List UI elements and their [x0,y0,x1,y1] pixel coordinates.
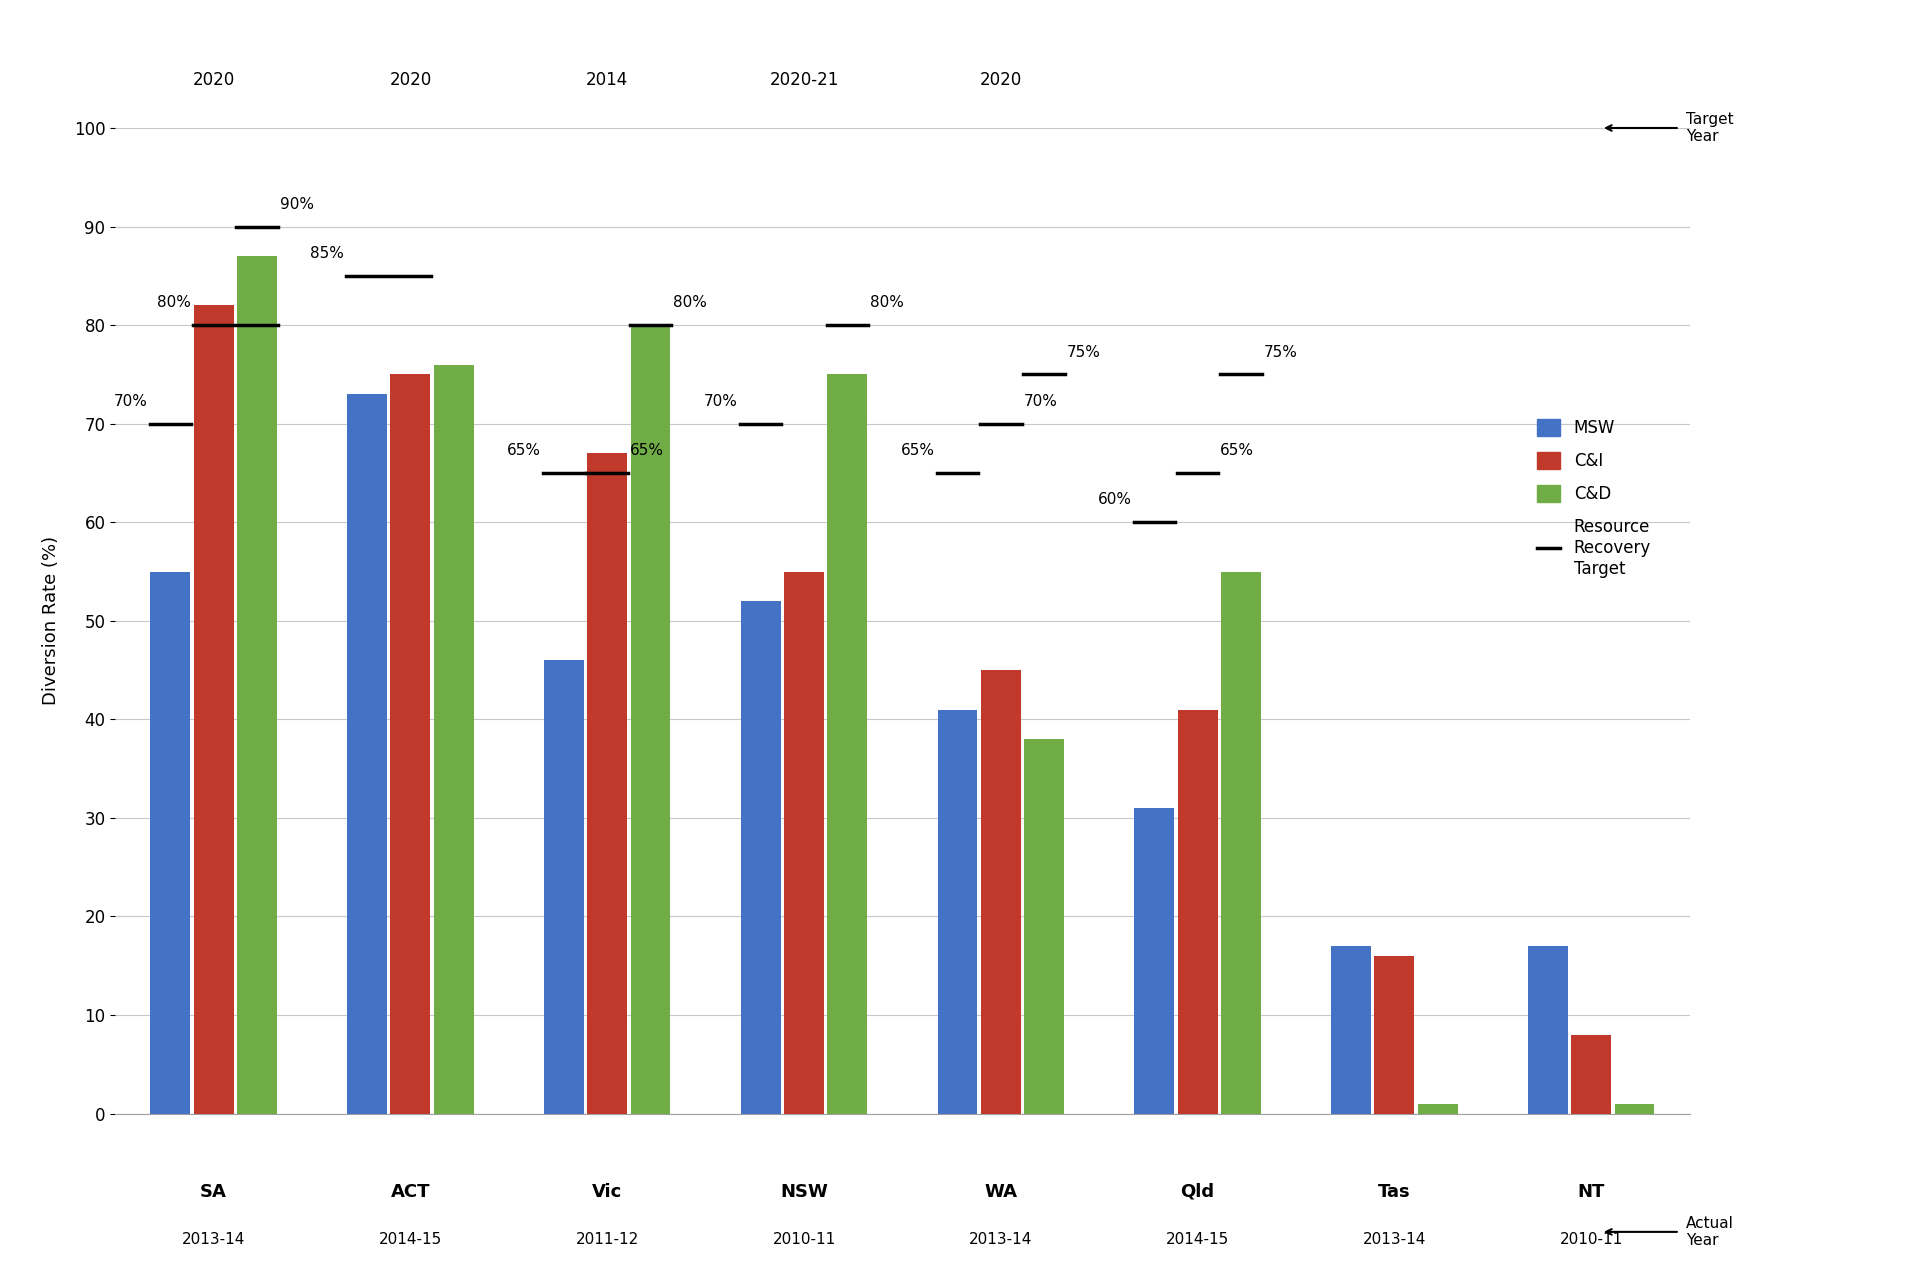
Bar [1375,956,1415,1114]
Text: 65%: 65% [1221,443,1254,458]
Text: 65%: 65% [630,443,664,458]
Text: 2013-14: 2013-14 [1363,1231,1427,1247]
Bar [741,602,781,1114]
Bar [1331,946,1371,1114]
Text: 2011-12: 2011-12 [576,1231,639,1247]
Text: ACT: ACT [390,1183,430,1201]
Bar [937,709,977,1114]
Text: Tas: Tas [1379,1183,1411,1201]
Bar [236,256,276,1114]
Text: 85%: 85% [311,246,344,261]
Bar [543,660,584,1114]
Text: 70%: 70% [113,394,148,408]
Text: 2020: 2020 [979,70,1021,88]
Text: 80%: 80% [870,296,904,310]
Text: 2010-11: 2010-11 [772,1231,835,1247]
Bar [348,394,388,1114]
Text: 2013-14: 2013-14 [970,1231,1033,1247]
Bar [630,325,670,1114]
Bar [390,374,430,1114]
Text: SA: SA [200,1183,227,1201]
Text: 2010-11: 2010-11 [1559,1231,1622,1247]
Text: 2020: 2020 [390,70,432,88]
Text: 60%: 60% [1098,493,1131,507]
Bar [1023,739,1064,1114]
Text: NSW: NSW [780,1183,828,1201]
Text: WA: WA [985,1183,1018,1201]
Bar [1417,1103,1457,1114]
Legend: MSW, C&I, C&D, Resource
Recovery
Target: MSW, C&I, C&D, Resource Recovery Target [1530,412,1657,585]
Text: 2013-14: 2013-14 [182,1231,246,1247]
Text: 75%: 75% [1068,344,1100,360]
Text: 2014-15: 2014-15 [378,1231,442,1247]
Text: 80%: 80% [674,296,707,310]
Text: Vic: Vic [591,1183,622,1201]
Bar [588,453,628,1114]
Text: NT: NT [1578,1183,1605,1201]
Text: 2014: 2014 [586,70,628,88]
Text: 70%: 70% [1023,394,1058,408]
Text: 2020: 2020 [192,70,234,88]
Y-axis label: Diversion Rate (%): Diversion Rate (%) [42,536,60,705]
Text: 65%: 65% [507,443,541,458]
Text: 80%: 80% [157,296,190,310]
Bar [783,571,824,1114]
Bar [1135,808,1175,1114]
Text: Target
Year: Target Year [1686,111,1734,145]
Bar [194,306,234,1114]
Text: 2020-21: 2020-21 [770,70,839,88]
Text: Actual
Year: Actual Year [1686,1216,1734,1248]
Text: 90%: 90% [280,197,313,211]
Text: 70%: 70% [705,394,737,408]
Bar [828,374,868,1114]
Text: Qld: Qld [1181,1183,1215,1201]
Bar [1221,571,1261,1114]
Bar [1571,1034,1611,1114]
Bar [150,571,190,1114]
Bar [1177,709,1217,1114]
Bar [434,365,474,1114]
Bar [981,671,1021,1114]
Text: 75%: 75% [1263,344,1298,360]
Bar [1528,946,1569,1114]
Bar [1615,1103,1655,1114]
Text: 2014-15: 2014-15 [1165,1231,1229,1247]
Text: 65%: 65% [900,443,935,458]
